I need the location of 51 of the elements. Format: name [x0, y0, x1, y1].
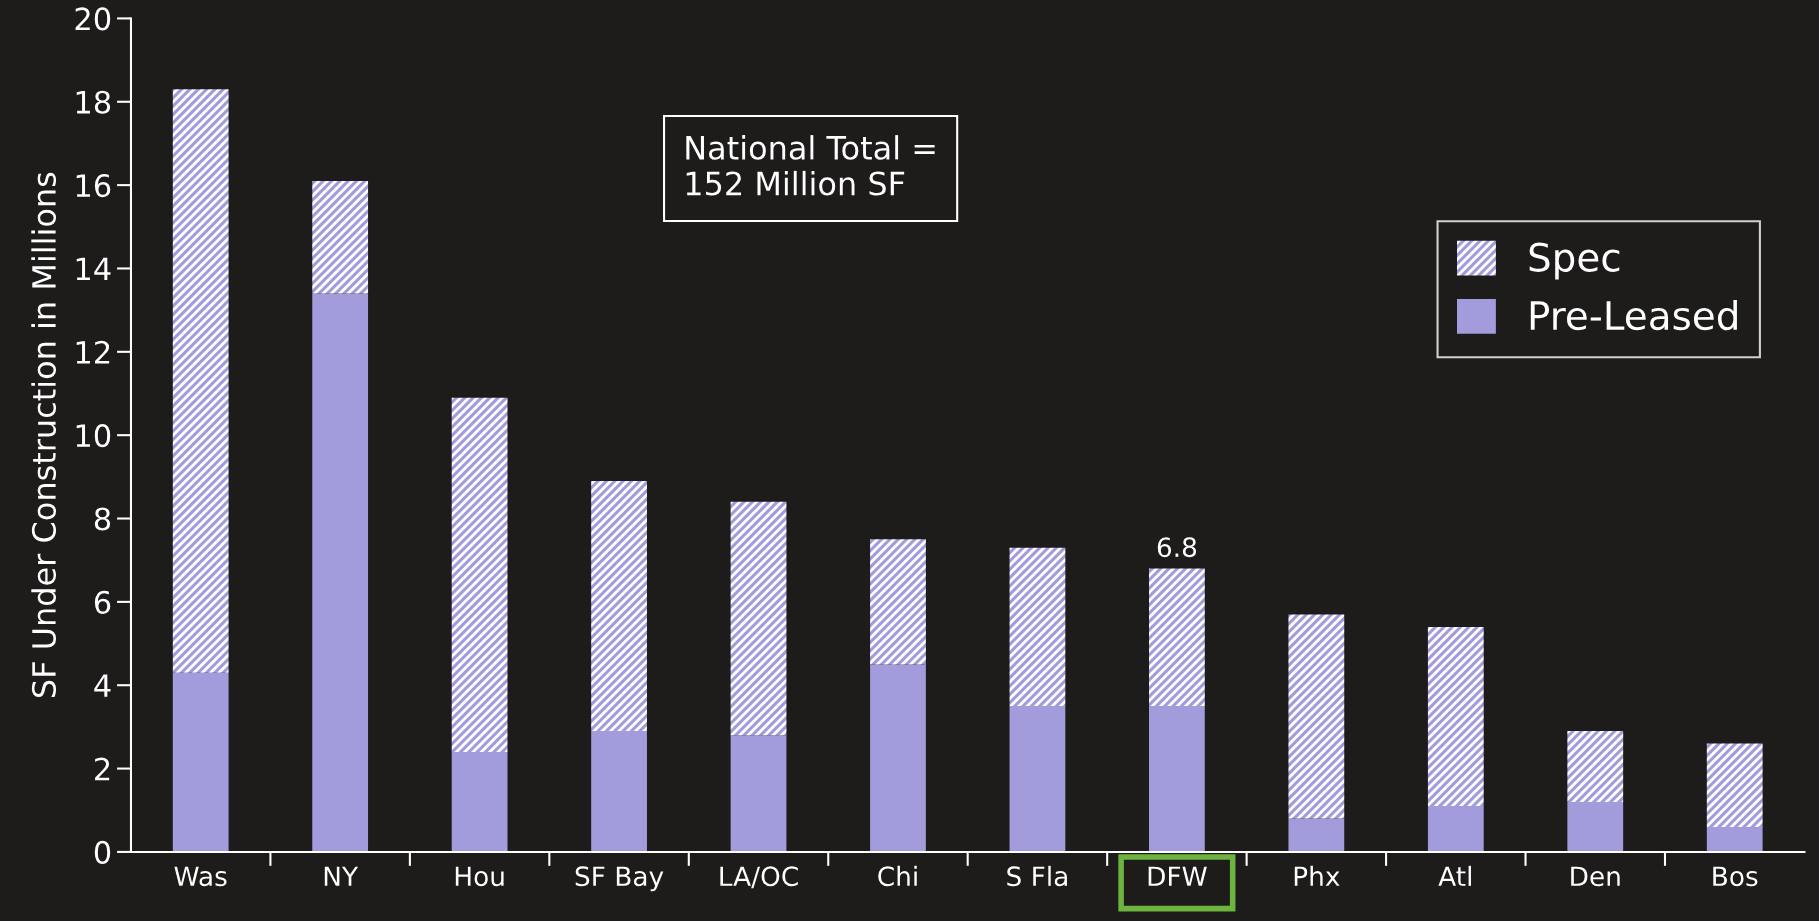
bar [870, 664, 926, 852]
bar [1567, 731, 1624, 802]
y-tick-label: 2 [95, 757, 110, 781]
legend-label: Pre-Leased [1530, 300, 1737, 331]
bar [172, 672, 229, 852]
y-tick-label: 4 [94, 674, 111, 697]
y-tick-label: 20 [75, 7, 111, 31]
y-tick-label: 12 [76, 340, 110, 364]
x-tick-label: Atl [1438, 865, 1471, 886]
legend-label: Spec [1529, 242, 1620, 280]
x-tick-label: NY [324, 866, 359, 886]
bar [1288, 614, 1345, 819]
x-tick-label: Den [1571, 866, 1620, 887]
bar [312, 293, 369, 852]
x-tick-label: DFW [1148, 866, 1207, 886]
bar [1288, 818, 1345, 852]
bar [591, 731, 647, 852]
bar [1706, 743, 1763, 827]
x-tick-label: Chi [878, 865, 917, 887]
bar [1009, 547, 1066, 707]
x-tick-label: SF Bay [575, 866, 664, 892]
bar [730, 501, 787, 736]
bar [451, 751, 508, 852]
bar [591, 481, 647, 732]
x-tick-label: Bos [1713, 866, 1758, 887]
y-axis-title: SF Under Construction in Millions [31, 172, 57, 698]
bar [1427, 806, 1484, 852]
y-tick-label: 14 [76, 257, 111, 281]
y-tick-label: 0 [94, 840, 111, 864]
x-tick-label: Was [174, 866, 227, 887]
bar [730, 735, 787, 852]
y-tick-label: 10 [76, 424, 111, 448]
y-tick-label: 18 [76, 90, 111, 114]
bar [870, 539, 926, 665]
x-tick-label: LA/OC [720, 866, 798, 889]
total-label: 6.8 [1157, 537, 1197, 558]
bar [172, 89, 229, 673]
bar [451, 397, 508, 752]
y-tick-label: 16 [76, 174, 111, 198]
y-tick-label: 6 [94, 590, 111, 614]
bar [1706, 826, 1763, 852]
bar [1427, 626, 1484, 807]
bar [1009, 706, 1066, 852]
y-tick-label: 8 [94, 507, 111, 531]
bar [1567, 801, 1624, 852]
x-tick-label: Phx [1294, 865, 1340, 886]
x-tick-label: S Fla [1007, 865, 1067, 887]
annotation: National Total = 152 Million SF [686, 135, 935, 196]
bar [312, 180, 369, 294]
x-tick-label: Hou [455, 866, 504, 887]
bar [1149, 568, 1205, 707]
